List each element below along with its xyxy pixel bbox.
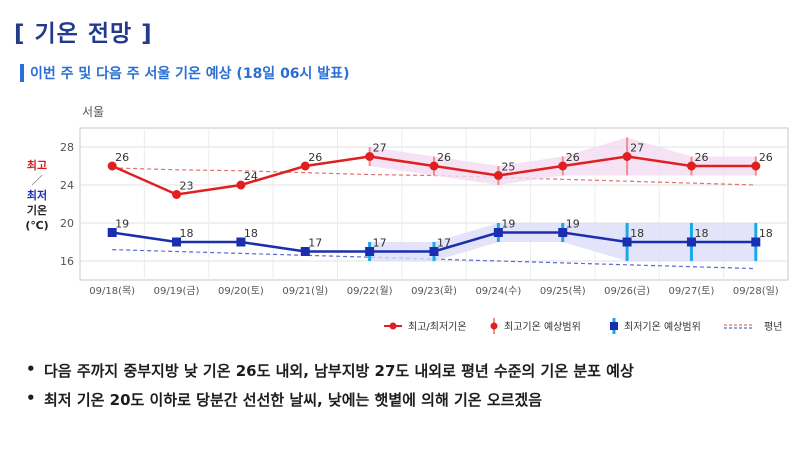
- data-label: 19: [501, 218, 515, 231]
- high-temp-point: [172, 190, 182, 199]
- data-label: 18: [244, 227, 258, 240]
- high-temp-point: [751, 161, 761, 171]
- y-tick-label: 20: [60, 217, 74, 230]
- data-label: 26: [759, 151, 773, 164]
- temperature-chart: 서울 16 20 24 28 09/18(목) 09/19(금) 09/20(토) 09/21(…: [60, 105, 789, 334]
- x-tick-label: 09/23(화): [411, 285, 457, 297]
- low-temp-point: [622, 237, 632, 247]
- high-temp-point: [686, 161, 696, 171]
- high-temp-point: [107, 161, 117, 171]
- low-temp-point: [300, 247, 310, 256]
- y-label-separator: ／: [31, 174, 43, 187]
- plot-area: [79, 127, 789, 281]
- y-label-unit: (℃): [25, 219, 49, 232]
- data-label: 26: [308, 151, 322, 164]
- high-temp-point: [300, 161, 310, 171]
- data-label: 26: [115, 151, 129, 164]
- data-label: 17: [437, 237, 451, 250]
- x-tick-label: 09/26(금): [604, 285, 650, 297]
- x-tick-label: 09/21(일): [282, 285, 328, 297]
- x-tick-label: 09/22(월): [347, 285, 393, 297]
- y-tick-label: 16: [60, 255, 74, 268]
- data-label: 18: [180, 227, 194, 240]
- high-temp-point: [429, 161, 439, 171]
- data-label: 24: [244, 170, 258, 183]
- location-label: 서울: [82, 105, 104, 119]
- x-tick-label: 09/18(목): [89, 285, 135, 297]
- data-label: 27: [373, 142, 387, 155]
- low-temp-point: [751, 237, 761, 247]
- x-tick-label: 09/25(목): [540, 285, 586, 297]
- high-temp-point: [493, 171, 503, 180]
- y-tick-label: 24: [60, 179, 74, 192]
- y-label-high: 최고: [26, 159, 48, 172]
- high-temp-point: [365, 152, 375, 161]
- data-label: 19: [566, 218, 580, 231]
- low-temp-point: [107, 228, 117, 237]
- low-temp-point: [172, 237, 182, 247]
- x-tick-label: 09/19(금): [154, 285, 200, 297]
- data-label: 18: [759, 227, 773, 240]
- subtitle-accent: [20, 64, 24, 82]
- notes-list: 다음 주까지 중부지방 낮 기온 26도 내외, 남부지방 27도 내외로 평년…: [26, 360, 634, 418]
- high-temp-point: [622, 152, 632, 161]
- data-label: 25: [501, 161, 515, 174]
- data-label: 17: [373, 237, 387, 250]
- data-label: 26: [437, 151, 451, 164]
- legend-both-marker: [389, 322, 397, 330]
- low-temp-point: [493, 228, 503, 237]
- legend-high-marker: [490, 322, 498, 330]
- legend-label: 평년: [764, 321, 782, 333]
- low-temp-point: [686, 237, 696, 247]
- low-temp-point: [558, 228, 568, 237]
- data-label: 26: [694, 151, 708, 164]
- page-subtitle: 이번 주 및 다음 주 서울 기온 예상 (18일 06시 발표): [30, 66, 350, 82]
- legend-label: 최고기온 예상범위: [504, 320, 581, 333]
- x-tick-label: 09/28(일): [733, 285, 779, 297]
- low-temp-point: [429, 247, 439, 256]
- x-tick-label: 09/24(수): [475, 285, 521, 297]
- data-label: 18: [630, 227, 644, 240]
- data-label: 19: [115, 218, 129, 231]
- y-label-temp: 기온: [26, 204, 48, 217]
- legend-label: 최고/최저기온: [408, 321, 467, 333]
- normal-low-line: [112, 249, 756, 270]
- x-tick-label: 09/27(토): [669, 286, 715, 297]
- legend-label: 최저기온 예상범위: [624, 320, 701, 333]
- y-label-low: 최저: [26, 189, 48, 202]
- data-label: 18: [694, 227, 708, 240]
- high-temp-point: [558, 161, 568, 171]
- data-label: 17: [308, 237, 322, 250]
- y-tick-label: 28: [60, 141, 74, 154]
- low-temp-point: [236, 237, 246, 247]
- note-item: 다음 주까지 중부지방 낮 기온 26도 내외, 남부지방 27도 내외로 평년…: [26, 360, 634, 381]
- high-temp-point: [236, 180, 246, 190]
- legend-low-marker: [610, 322, 618, 330]
- data-label: 23: [180, 180, 194, 193]
- page-title: [ 기온 전망 ]: [14, 21, 153, 47]
- data-label: 26: [566, 151, 580, 164]
- y-axis-label: 최고 ／ 최저 기온 (℃): [20, 158, 54, 233]
- data-label: 27: [630, 142, 644, 155]
- normal-high-line: [112, 167, 756, 186]
- note-item: 최저 기온 20도 이하로 당분간 선선한 날씨, 낮에는 햇볕에 의해 기온 …: [26, 389, 634, 410]
- x-tick-label: 09/20(토): [218, 286, 264, 297]
- low-temp-point: [365, 247, 375, 256]
